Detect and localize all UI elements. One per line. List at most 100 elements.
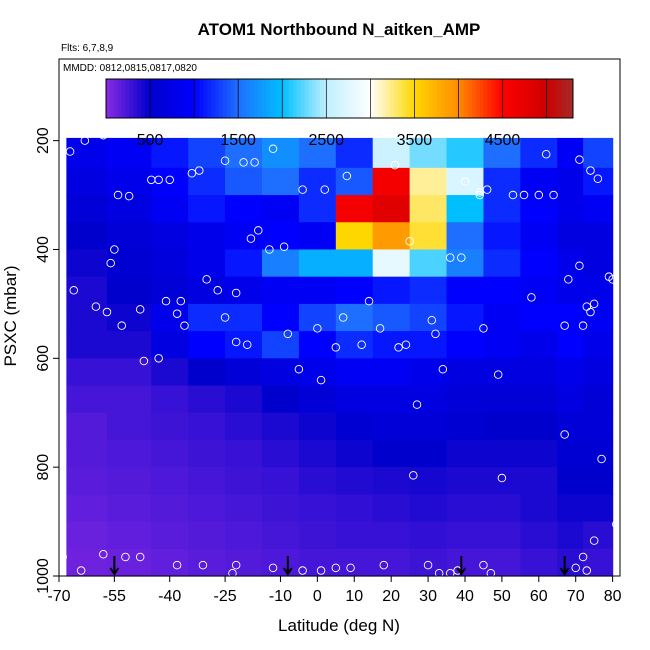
- heatmap-cell: [188, 168, 226, 196]
- heatmap-cell: [188, 549, 226, 577]
- heatmap-cell: [520, 358, 558, 386]
- heatmap-cell: [151, 386, 189, 414]
- heatmap-cell: [299, 467, 337, 495]
- colorbar-segment: [301, 79, 305, 118]
- heatmap-cell: [373, 358, 411, 386]
- heatmap-cell: [336, 222, 374, 250]
- heatmap-cell: [262, 168, 300, 196]
- heatmap-cell: [151, 440, 189, 468]
- heatmap-cell: [107, 358, 152, 386]
- heatmap-cell: [557, 358, 583, 386]
- colorbar-segment: [269, 79, 273, 118]
- heatmap-cell: [373, 549, 411, 577]
- heatmap-cell: [583, 386, 613, 414]
- heatmap-cell: [373, 168, 411, 196]
- heatmap-cell: [188, 331, 226, 359]
- heatmap-cell: [299, 331, 337, 359]
- heatmap-cell: [225, 195, 263, 223]
- heatmap-cell: [225, 277, 263, 305]
- heatmap-cell: [447, 549, 485, 577]
- heatmap-cell: [410, 331, 448, 359]
- heatmap-cell: [447, 386, 485, 414]
- heatmap: [66, 138, 613, 577]
- colorbar-segment: [406, 79, 410, 118]
- colorbar-segment: [483, 79, 487, 118]
- heatmap-cell: [583, 440, 613, 468]
- heatmap-cell: [225, 249, 263, 277]
- heatmap-cell: [520, 494, 558, 522]
- colorbar-segment: [129, 79, 133, 118]
- heatmap-cell: [107, 195, 152, 223]
- heatmap-cell: [373, 440, 411, 468]
- heatmap-cell: [583, 331, 613, 359]
- heatmap-cell: [66, 522, 107, 550]
- heatmap-cell: [225, 549, 263, 577]
- heatmap-cell: [410, 222, 448, 250]
- heatmap-cell: [447, 467, 485, 495]
- x-tick-label: -10: [269, 588, 292, 605]
- heatmap-cell: [151, 222, 189, 250]
- colorbar-segment: [347, 79, 351, 118]
- heatmap-cell: [520, 522, 558, 550]
- heatmap-cell: [336, 467, 374, 495]
- heatmap-cell: [299, 494, 337, 522]
- colorbar: [106, 79, 574, 118]
- colorbar-segment: [336, 79, 340, 118]
- heatmap-cell: [225, 467, 263, 495]
- heatmap-cell: [373, 195, 411, 223]
- heatmap-cell: [299, 222, 337, 250]
- heatmap-cell: [557, 494, 583, 522]
- heatmap-cell: [373, 222, 411, 250]
- colorbar-segment: [351, 79, 355, 118]
- x-tick-label: -40: [158, 588, 181, 605]
- heatmap-cell: [188, 304, 226, 332]
- heatmap-cell: [447, 195, 485, 223]
- colorbar-segment: [215, 79, 219, 118]
- y-axis: 2004006008001000: [35, 127, 59, 594]
- colorbar-segment: [343, 79, 347, 118]
- heatmap-cell: [520, 138, 558, 169]
- colorbar-segment: [160, 79, 164, 118]
- observation-point: [99, 131, 107, 139]
- colorbar-segment: [363, 79, 367, 118]
- heatmap-cell: [107, 277, 152, 305]
- heatmap-cell: [583, 522, 613, 550]
- heatmap-cell: [410, 358, 448, 386]
- colorbar-tick-label: 4500: [485, 132, 521, 149]
- heatmap-cell: [410, 277, 448, 305]
- heatmap-cell: [262, 277, 300, 305]
- heatmap-cell: [557, 331, 583, 359]
- heatmap-cell: [583, 413, 613, 441]
- heatmap-cell: [373, 522, 411, 550]
- colorbar-segment: [487, 79, 491, 118]
- colorbar-segment: [425, 79, 429, 118]
- x-axis: -70 -55 -40 -25 -10 0 10 20 30 40 50 60 70 80: [47, 576, 621, 605]
- heatmap-cell: [299, 440, 337, 468]
- colorbar-segment: [433, 79, 437, 118]
- heatmap-cell: [583, 358, 613, 386]
- heatmap-cell: [66, 494, 107, 522]
- heatmap-cell: [373, 249, 411, 277]
- colorbar-segment: [157, 79, 161, 118]
- colorbar-segment: [114, 79, 118, 118]
- heatmap-cell: [188, 440, 226, 468]
- heatmap-cell: [107, 413, 152, 441]
- heatmap-cell: [520, 549, 558, 577]
- heatmap-cell: [336, 304, 374, 332]
- heatmap-cell: [336, 277, 374, 305]
- colorbar-segment: [153, 79, 157, 118]
- heatmap-cell: [557, 168, 583, 196]
- heatmap-cell: [410, 467, 448, 495]
- heatmap-cell: [447, 440, 485, 468]
- colorbar-segment: [452, 79, 456, 118]
- x-tick-label: -25: [214, 588, 237, 605]
- y-tick-label: 1000: [35, 558, 52, 594]
- colorbar-segment: [491, 79, 495, 118]
- heatmap-cell: [373, 494, 411, 522]
- colorbar-segment: [168, 79, 172, 118]
- heatmap-cell: [299, 413, 337, 441]
- colorbar-segment: [180, 79, 184, 118]
- heatmap-cell: [262, 249, 300, 277]
- colorbar-segment: [375, 79, 379, 118]
- heatmap-cell: [107, 494, 152, 522]
